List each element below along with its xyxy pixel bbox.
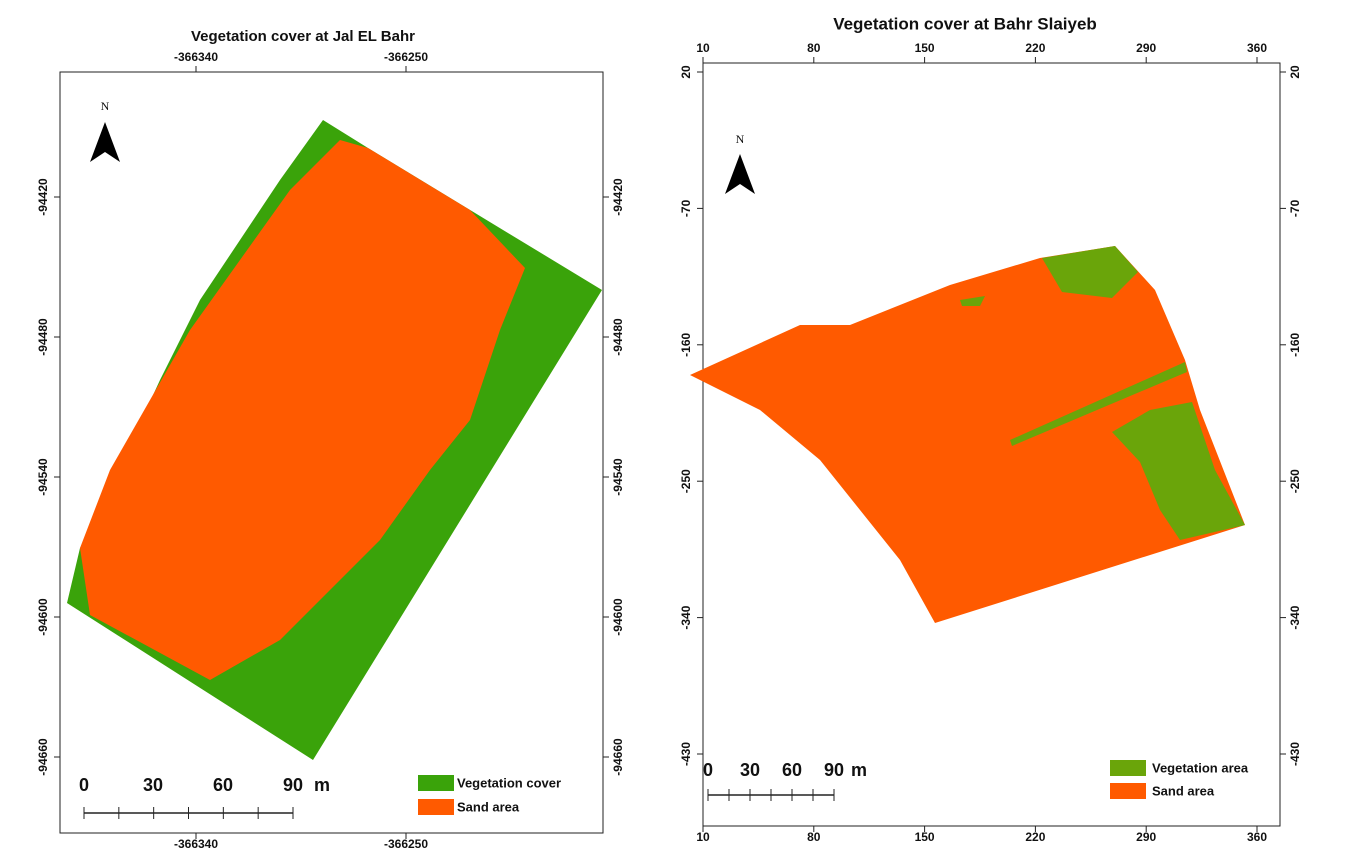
y-tick-label: -94660 — [36, 738, 50, 776]
y-tick-label: -94600 — [611, 598, 625, 636]
x-tick-label: -366250 — [384, 837, 428, 850]
y-tick-label: -94540 — [611, 458, 625, 496]
y-tick-label: -340 — [1288, 605, 1302, 629]
y-tick-label: -160 — [1288, 332, 1302, 356]
scale-label: 60 — [213, 775, 233, 795]
y-tick-label: -94660 — [611, 738, 625, 776]
x-tick-label: 150 — [915, 41, 935, 55]
y-tick-label: -250 — [1288, 469, 1302, 493]
north-label: N — [736, 132, 745, 146]
y-tick-label: -430 — [1288, 742, 1302, 766]
scale-label: 0 — [703, 760, 713, 780]
map-frame — [702, 62, 1281, 827]
vegetation-region — [1010, 362, 1187, 446]
y-tick-label: -250 — [679, 469, 693, 493]
map-title: Vegetation cover at Bahr Slaiyeb — [833, 14, 1097, 33]
y-tick-label: -430 — [679, 742, 693, 766]
legend-swatch — [418, 799, 454, 815]
legend-label: Vegetation area — [1152, 760, 1249, 775]
north-label: N — [101, 99, 110, 113]
x-tick-label: 290 — [1136, 830, 1156, 844]
y-tick-label: -340 — [679, 605, 693, 629]
x-tick-label: 290 — [1136, 41, 1156, 55]
north-arrow — [725, 154, 755, 194]
map-title: Vegetation cover at Jal EL Bahr — [191, 28, 415, 45]
legend-swatch — [1110, 783, 1146, 799]
y-tick-label: 20 — [679, 65, 693, 79]
legend-label: Sand area — [457, 799, 520, 814]
x-tick-label: 220 — [1025, 830, 1045, 844]
scale-label: 60 — [782, 760, 802, 780]
y-tick-label: -94480 — [36, 318, 50, 356]
x-tick-label: 150 — [915, 830, 935, 844]
legend-label: Vegetation cover — [457, 775, 561, 790]
y-tick-label: -70 — [679, 199, 693, 217]
y-tick-label: -94600 — [36, 598, 50, 636]
y-tick-label: -94540 — [36, 458, 50, 496]
scale-label: 0 — [79, 775, 89, 795]
y-tick-label: -70 — [1288, 199, 1302, 217]
x-tick-label: 360 — [1247, 41, 1267, 55]
y-tick-label: 20 — [1288, 65, 1302, 79]
scale-label: 90 — [824, 760, 844, 780]
x-tick-label: -366250 — [384, 50, 428, 64]
vegetation-region — [960, 296, 985, 306]
scale-label: 90 — [283, 775, 303, 795]
x-tick-label: 10 — [696, 830, 710, 844]
vegetation-region — [1042, 246, 1138, 298]
map-frame — [59, 71, 604, 834]
x-tick-label: -366340 — [174, 837, 218, 850]
scale-unit: m — [851, 760, 867, 780]
y-tick-label: -94420 — [36, 178, 50, 216]
scale-unit: m — [314, 775, 330, 795]
legend-swatch — [418, 775, 454, 791]
x-tick-label: 80 — [807, 830, 821, 844]
x-tick-label: 80 — [807, 41, 821, 55]
north-arrow — [90, 122, 120, 162]
x-tick-label: 360 — [1247, 830, 1267, 844]
y-tick-label: -94480 — [611, 318, 625, 356]
y-tick-label: -94420 — [611, 178, 625, 216]
x-tick-label: 10 — [696, 41, 710, 55]
vegetation-region — [1112, 402, 1245, 540]
scale-label: 30 — [143, 775, 163, 795]
sand-region — [690, 246, 1245, 623]
legend-label: Sand area — [1152, 783, 1215, 798]
scale-label: 30 — [740, 760, 760, 780]
y-tick-label: -160 — [679, 332, 693, 356]
x-tick-label: -366340 — [174, 50, 218, 64]
x-tick-label: 220 — [1025, 41, 1045, 55]
legend-swatch — [1110, 760, 1146, 776]
sand-region — [80, 140, 525, 680]
